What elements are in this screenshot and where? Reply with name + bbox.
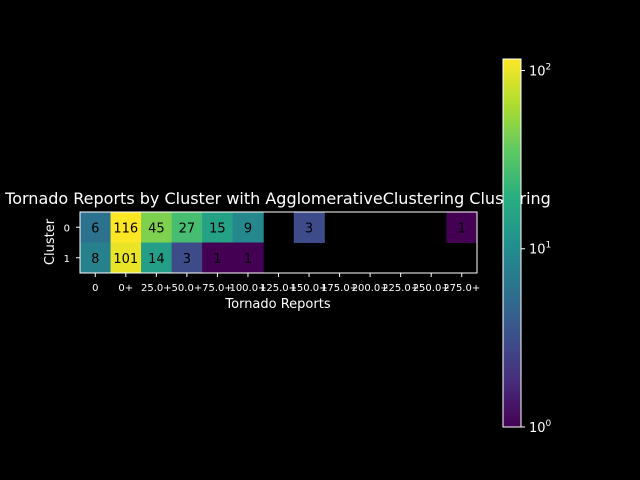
- cell-value-labels: 6 116 45 27 15 9 3 1 8 101 14 3 1 1: [91, 221, 466, 267]
- colorbar-gradient: [502, 58, 522, 428]
- x-tick-label: 25.0+: [141, 283, 172, 294]
- x-axis-label: Tornado Reports: [224, 297, 330, 312]
- x-tick-label: 0+: [118, 283, 133, 294]
- x-tick-label: 225.0+: [382, 283, 419, 294]
- heatmap-cell: [141, 242, 173, 274]
- x-tick-label: 125.0+: [260, 283, 297, 294]
- colorbar-tick-label: 101: [529, 241, 551, 258]
- cell-value: 15: [209, 221, 226, 236]
- chart-title: Tornado Reports by Cluster with Agglomer…: [4, 189, 551, 208]
- heatmap-cell: [232, 212, 264, 243]
- cell-value: 8: [91, 252, 99, 267]
- x-axis-ticks: 0 0+ 25.0+ 50.0+ 75.0+100.0+125.0+150.0+175.…: [92, 273, 480, 294]
- x-tick-label: 175.0+: [321, 283, 358, 294]
- cell-value: 3: [183, 252, 191, 267]
- heatmap-cell: [232, 242, 264, 274]
- heatmap-cell: [171, 212, 203, 243]
- heatmap-cells: [80, 212, 478, 274]
- heatmap-cell: [202, 212, 234, 243]
- cell-value: 116: [113, 221, 138, 236]
- cell-value: 14: [148, 252, 165, 267]
- y-axis-label: Cluster: [43, 218, 58, 265]
- heatmap-cell: [293, 212, 325, 243]
- colorbar-tick-label: 102: [529, 62, 551, 79]
- cell-value: 3: [305, 221, 313, 236]
- colorbar: 100 101 102: [502, 58, 552, 436]
- heatmap-cell: [141, 212, 173, 243]
- x-tick-label: 150.0+: [291, 283, 328, 294]
- cell-value: 1: [244, 252, 252, 267]
- x-tick-label: 250.0+: [413, 283, 450, 294]
- heatmap-cell: [202, 242, 234, 274]
- x-tick-label: 0: [92, 283, 98, 294]
- x-tick-label: 100.0+: [229, 283, 266, 294]
- y-tick-label: 1: [64, 254, 70, 265]
- x-tick-label: 50.0+: [172, 283, 203, 294]
- y-axis-ticks: 01: [64, 223, 80, 265]
- heatmap-cell: [110, 212, 142, 243]
- cell-value: 6: [91, 221, 99, 236]
- heatmap-cell: [80, 242, 112, 274]
- heatmap-cell: [110, 242, 142, 274]
- x-tick-label: 200.0+: [352, 283, 389, 294]
- cell-value: 1: [458, 221, 466, 236]
- cell-value: 45: [148, 221, 165, 236]
- cell-value: 101: [113, 252, 138, 267]
- cell-value: 27: [179, 221, 196, 236]
- heatmap-cell: [171, 242, 203, 274]
- cell-value: 1: [213, 252, 221, 267]
- cell-value: 9: [244, 221, 252, 236]
- x-tick-label: 275.0+: [443, 283, 480, 294]
- heatmap-cell: [80, 212, 112, 243]
- y-tick-label: 0: [64, 223, 70, 234]
- x-tick-label: 75.0+: [202, 283, 233, 294]
- colorbar-tick-label: 100: [529, 419, 552, 436]
- heatmap-cell: [446, 212, 478, 243]
- colorbar-ticks: 100 101 102: [521, 62, 552, 436]
